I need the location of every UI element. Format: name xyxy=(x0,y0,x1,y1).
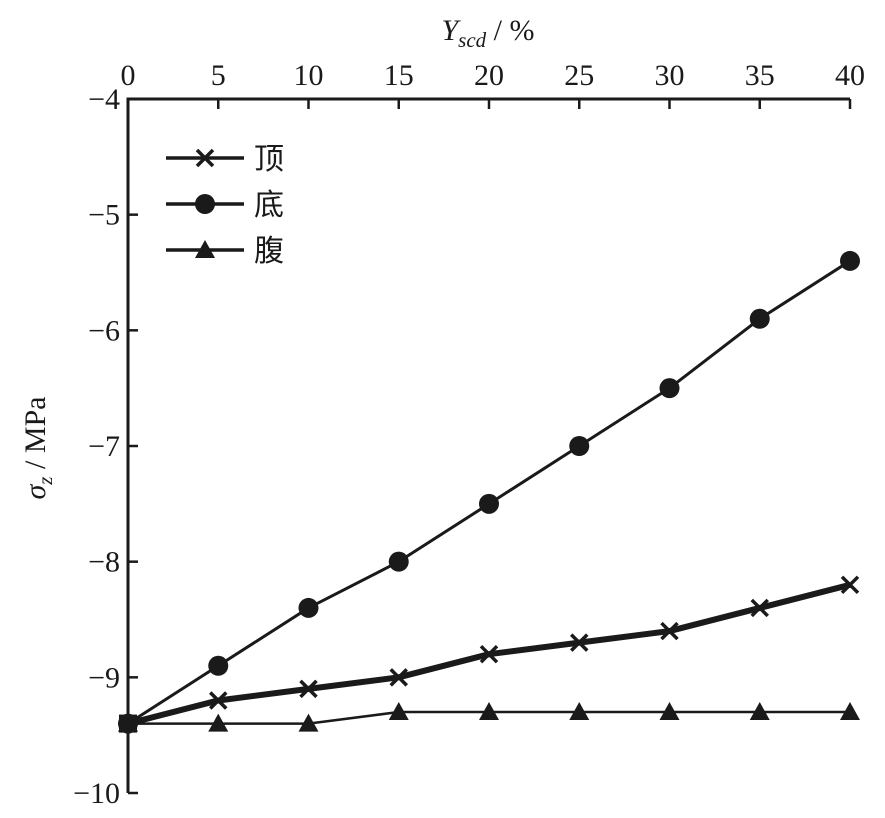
y-tick-label: −6 xyxy=(88,314,120,347)
y-tick-label: −10 xyxy=(73,777,120,810)
y-axis-title-unit: / MPa xyxy=(19,397,52,477)
x-axis-title: Yscd / % xyxy=(441,14,534,52)
x-tick-label: 35 xyxy=(745,59,775,92)
y-tick-label: −9 xyxy=(88,661,120,694)
data-point xyxy=(660,621,679,641)
data-point xyxy=(569,436,590,456)
x-tick-label: 25 xyxy=(564,59,594,92)
x-tick-label: 10 xyxy=(294,59,324,92)
data-point xyxy=(840,575,860,595)
origin-marker xyxy=(119,714,137,733)
data-point xyxy=(298,597,319,618)
x-axis-title-subscript: scd xyxy=(458,28,486,52)
data-point xyxy=(479,493,499,514)
y-tick-label: −7 xyxy=(88,430,120,463)
data-point xyxy=(840,702,860,721)
series-triangle xyxy=(118,702,860,732)
legend-label: 顶 xyxy=(254,142,284,177)
data-point xyxy=(569,702,590,721)
data-point xyxy=(388,702,409,721)
data-point xyxy=(750,598,769,618)
data-point xyxy=(659,378,680,399)
data-point xyxy=(389,668,408,687)
data-point xyxy=(659,702,680,721)
legend: 顶底腹 xyxy=(166,142,284,269)
legend-item: 腹 xyxy=(166,234,284,269)
x-tick-label: 40 xyxy=(835,59,865,92)
y-tick-label: −5 xyxy=(88,199,120,232)
x-axis-ticks: 0 5 10 15 20 25 30 35 40 xyxy=(121,59,865,109)
y-axis-ticks: −4 −5 −6 −7 −8 −9 −10 xyxy=(73,83,138,810)
y-tick-label: −8 xyxy=(88,546,120,579)
legend-item: 底 xyxy=(166,188,284,223)
x-axis-title-unit: / % xyxy=(486,14,534,47)
series-circle xyxy=(118,250,860,734)
y-axis-title-symbol: σ xyxy=(19,484,52,500)
x-tick-label: 20 xyxy=(474,59,504,92)
x-tick-label: 15 xyxy=(384,59,414,92)
data-point xyxy=(209,691,228,710)
data-point xyxy=(749,308,770,329)
legend-marker xyxy=(195,240,215,258)
data-point xyxy=(749,702,770,721)
legend-item: 顶 xyxy=(166,142,284,177)
x-axis-title-symbol: Y xyxy=(441,14,461,47)
y-axis-title-subscript: z xyxy=(33,477,57,486)
data-point xyxy=(388,551,409,572)
data-point xyxy=(479,702,499,721)
data-point xyxy=(208,655,229,676)
x-tick-label: 5 xyxy=(211,59,226,92)
y-tick-label: −4 xyxy=(88,83,120,116)
data-point xyxy=(298,713,319,732)
data-point xyxy=(479,644,499,664)
series-layer xyxy=(118,250,860,734)
data-point xyxy=(570,633,589,652)
x-tick-label: 0 xyxy=(121,59,136,92)
data-point xyxy=(840,250,860,271)
x-tick-label: 30 xyxy=(655,59,685,92)
y-axis-title: σz / MPa xyxy=(19,397,57,500)
data-point xyxy=(299,679,318,699)
legend-marker xyxy=(195,194,215,214)
legend-label: 底 xyxy=(254,188,284,223)
legend-marker xyxy=(195,148,215,168)
data-point xyxy=(208,713,229,732)
legend-label: 腹 xyxy=(254,234,284,269)
